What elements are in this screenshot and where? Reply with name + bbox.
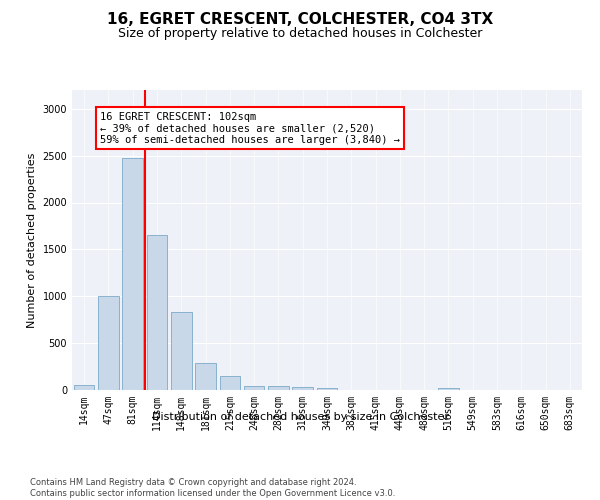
Text: 16, EGRET CRESCENT, COLCHESTER, CO4 3TX: 16, EGRET CRESCENT, COLCHESTER, CO4 3TX <box>107 12 493 28</box>
Bar <box>74 385 94 390</box>
Y-axis label: Number of detached properties: Number of detached properties <box>27 152 37 328</box>
Text: 16 EGRET CRESCENT: 102sqm
← 39% of detached houses are smaller (2,520)
59% of se: 16 EGRET CRESCENT: 102sqm ← 39% of detac… <box>100 112 400 145</box>
Text: Contains HM Land Registry data © Crown copyright and database right 2024.
Contai: Contains HM Land Registry data © Crown c… <box>30 478 395 498</box>
Bar <box>317 388 337 390</box>
Bar <box>268 386 289 390</box>
Bar <box>438 388 459 390</box>
Bar <box>292 387 313 390</box>
Bar <box>171 312 191 390</box>
Bar <box>146 236 167 390</box>
Bar <box>98 296 119 390</box>
Bar <box>122 158 143 390</box>
Bar <box>195 364 216 390</box>
Bar <box>220 376 240 390</box>
Bar <box>244 386 265 390</box>
Text: Size of property relative to detached houses in Colchester: Size of property relative to detached ho… <box>118 28 482 40</box>
Text: Distribution of detached houses by size in Colchester: Distribution of detached houses by size … <box>151 412 449 422</box>
